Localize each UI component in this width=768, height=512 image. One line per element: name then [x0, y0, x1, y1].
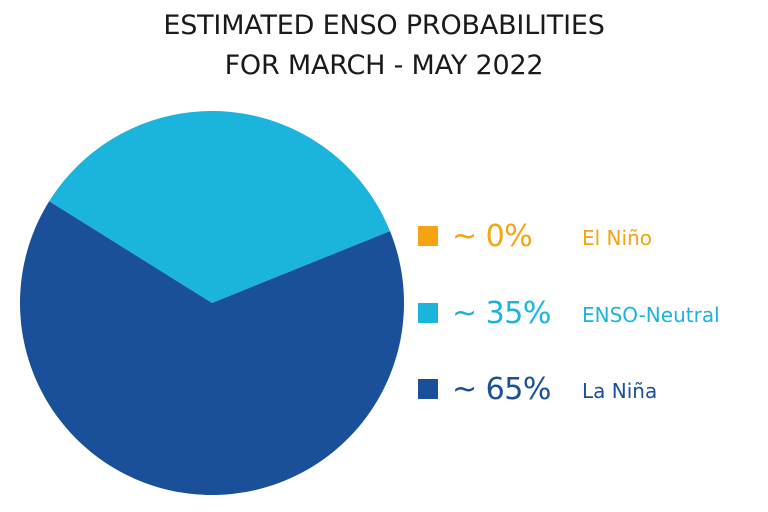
chart-title: ESTIMATED ENSO PROBABILITIES FOR MARCH -…: [0, 6, 768, 86]
legend-item-el-nino: ~ 0% El Niño: [418, 214, 758, 260]
legend-swatch-el-nino: [418, 226, 438, 246]
chart-title-line-2: FOR MARCH - MAY 2022: [224, 50, 544, 81]
legend-swatch-la-nina: [418, 379, 438, 399]
legend-label-el-nino: El Niño: [582, 226, 652, 250]
pie-slice-la-nina: [19, 201, 404, 495]
legend-value-la-nina: ~ 65%: [452, 372, 551, 407]
legend-item-la-nina: ~ 65% La Niña: [418, 367, 758, 413]
legend-label-enso-neutral: ENSO-Neutral: [582, 303, 720, 327]
legend-value-el-nino: ~ 0%: [452, 219, 533, 254]
legend-swatch-enso-neutral: [418, 303, 438, 323]
legend-item-enso-neutral: ~ 35% ENSO-Neutral: [418, 291, 758, 337]
pie-slice-enso-neutral: [49, 110, 391, 303]
legend-label-la-nina: La Niña: [582, 379, 658, 403]
legend-value-enso-neutral: ~ 35%: [452, 296, 551, 331]
chart-title-line-1: ESTIMATED ENSO PROBABILITIES: [163, 10, 605, 41]
